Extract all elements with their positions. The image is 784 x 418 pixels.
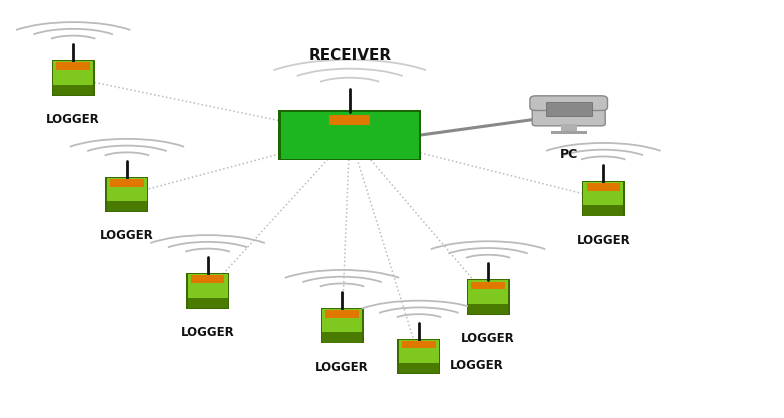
Text: RECEIVER: RECEIVER bbox=[308, 48, 391, 63]
Bar bbox=[110, 179, 143, 186]
Bar bbox=[471, 282, 505, 289]
FancyBboxPatch shape bbox=[530, 96, 608, 110]
Bar bbox=[402, 341, 436, 349]
Bar bbox=[322, 309, 362, 342]
Bar bbox=[281, 112, 419, 159]
Bar bbox=[107, 201, 147, 212]
Bar bbox=[278, 110, 421, 160]
Bar bbox=[550, 131, 586, 134]
Bar bbox=[52, 60, 95, 96]
Bar bbox=[399, 340, 439, 373]
Text: LOGGER: LOGGER bbox=[46, 113, 100, 126]
Text: LOGGER: LOGGER bbox=[461, 332, 515, 345]
Text: LOGGER: LOGGER bbox=[576, 234, 630, 247]
Bar bbox=[468, 304, 508, 314]
Bar bbox=[56, 62, 90, 70]
Bar bbox=[583, 182, 623, 216]
Text: LOGGER: LOGGER bbox=[315, 361, 369, 374]
Bar bbox=[399, 363, 439, 373]
Bar bbox=[53, 84, 93, 95]
Bar bbox=[397, 339, 441, 374]
Bar bbox=[322, 332, 362, 342]
Bar bbox=[561, 124, 577, 131]
Bar bbox=[186, 273, 229, 308]
Bar bbox=[468, 280, 508, 314]
Bar bbox=[187, 274, 227, 308]
Bar bbox=[191, 275, 224, 283]
Text: LOGGER: LOGGER bbox=[449, 359, 503, 372]
Text: LOGGER: LOGGER bbox=[181, 326, 234, 339]
Bar bbox=[321, 308, 364, 343]
Bar bbox=[582, 181, 625, 217]
Bar bbox=[583, 206, 623, 216]
Bar bbox=[329, 115, 371, 125]
Bar bbox=[325, 310, 359, 318]
Text: PC: PC bbox=[560, 148, 578, 161]
Bar bbox=[107, 178, 147, 212]
Bar bbox=[105, 177, 148, 212]
Bar bbox=[466, 280, 510, 315]
Text: LOGGER: LOGGER bbox=[100, 229, 154, 242]
Bar bbox=[586, 184, 620, 191]
Bar bbox=[187, 298, 227, 308]
FancyBboxPatch shape bbox=[532, 98, 605, 126]
Bar bbox=[53, 61, 93, 95]
Bar bbox=[546, 102, 592, 117]
